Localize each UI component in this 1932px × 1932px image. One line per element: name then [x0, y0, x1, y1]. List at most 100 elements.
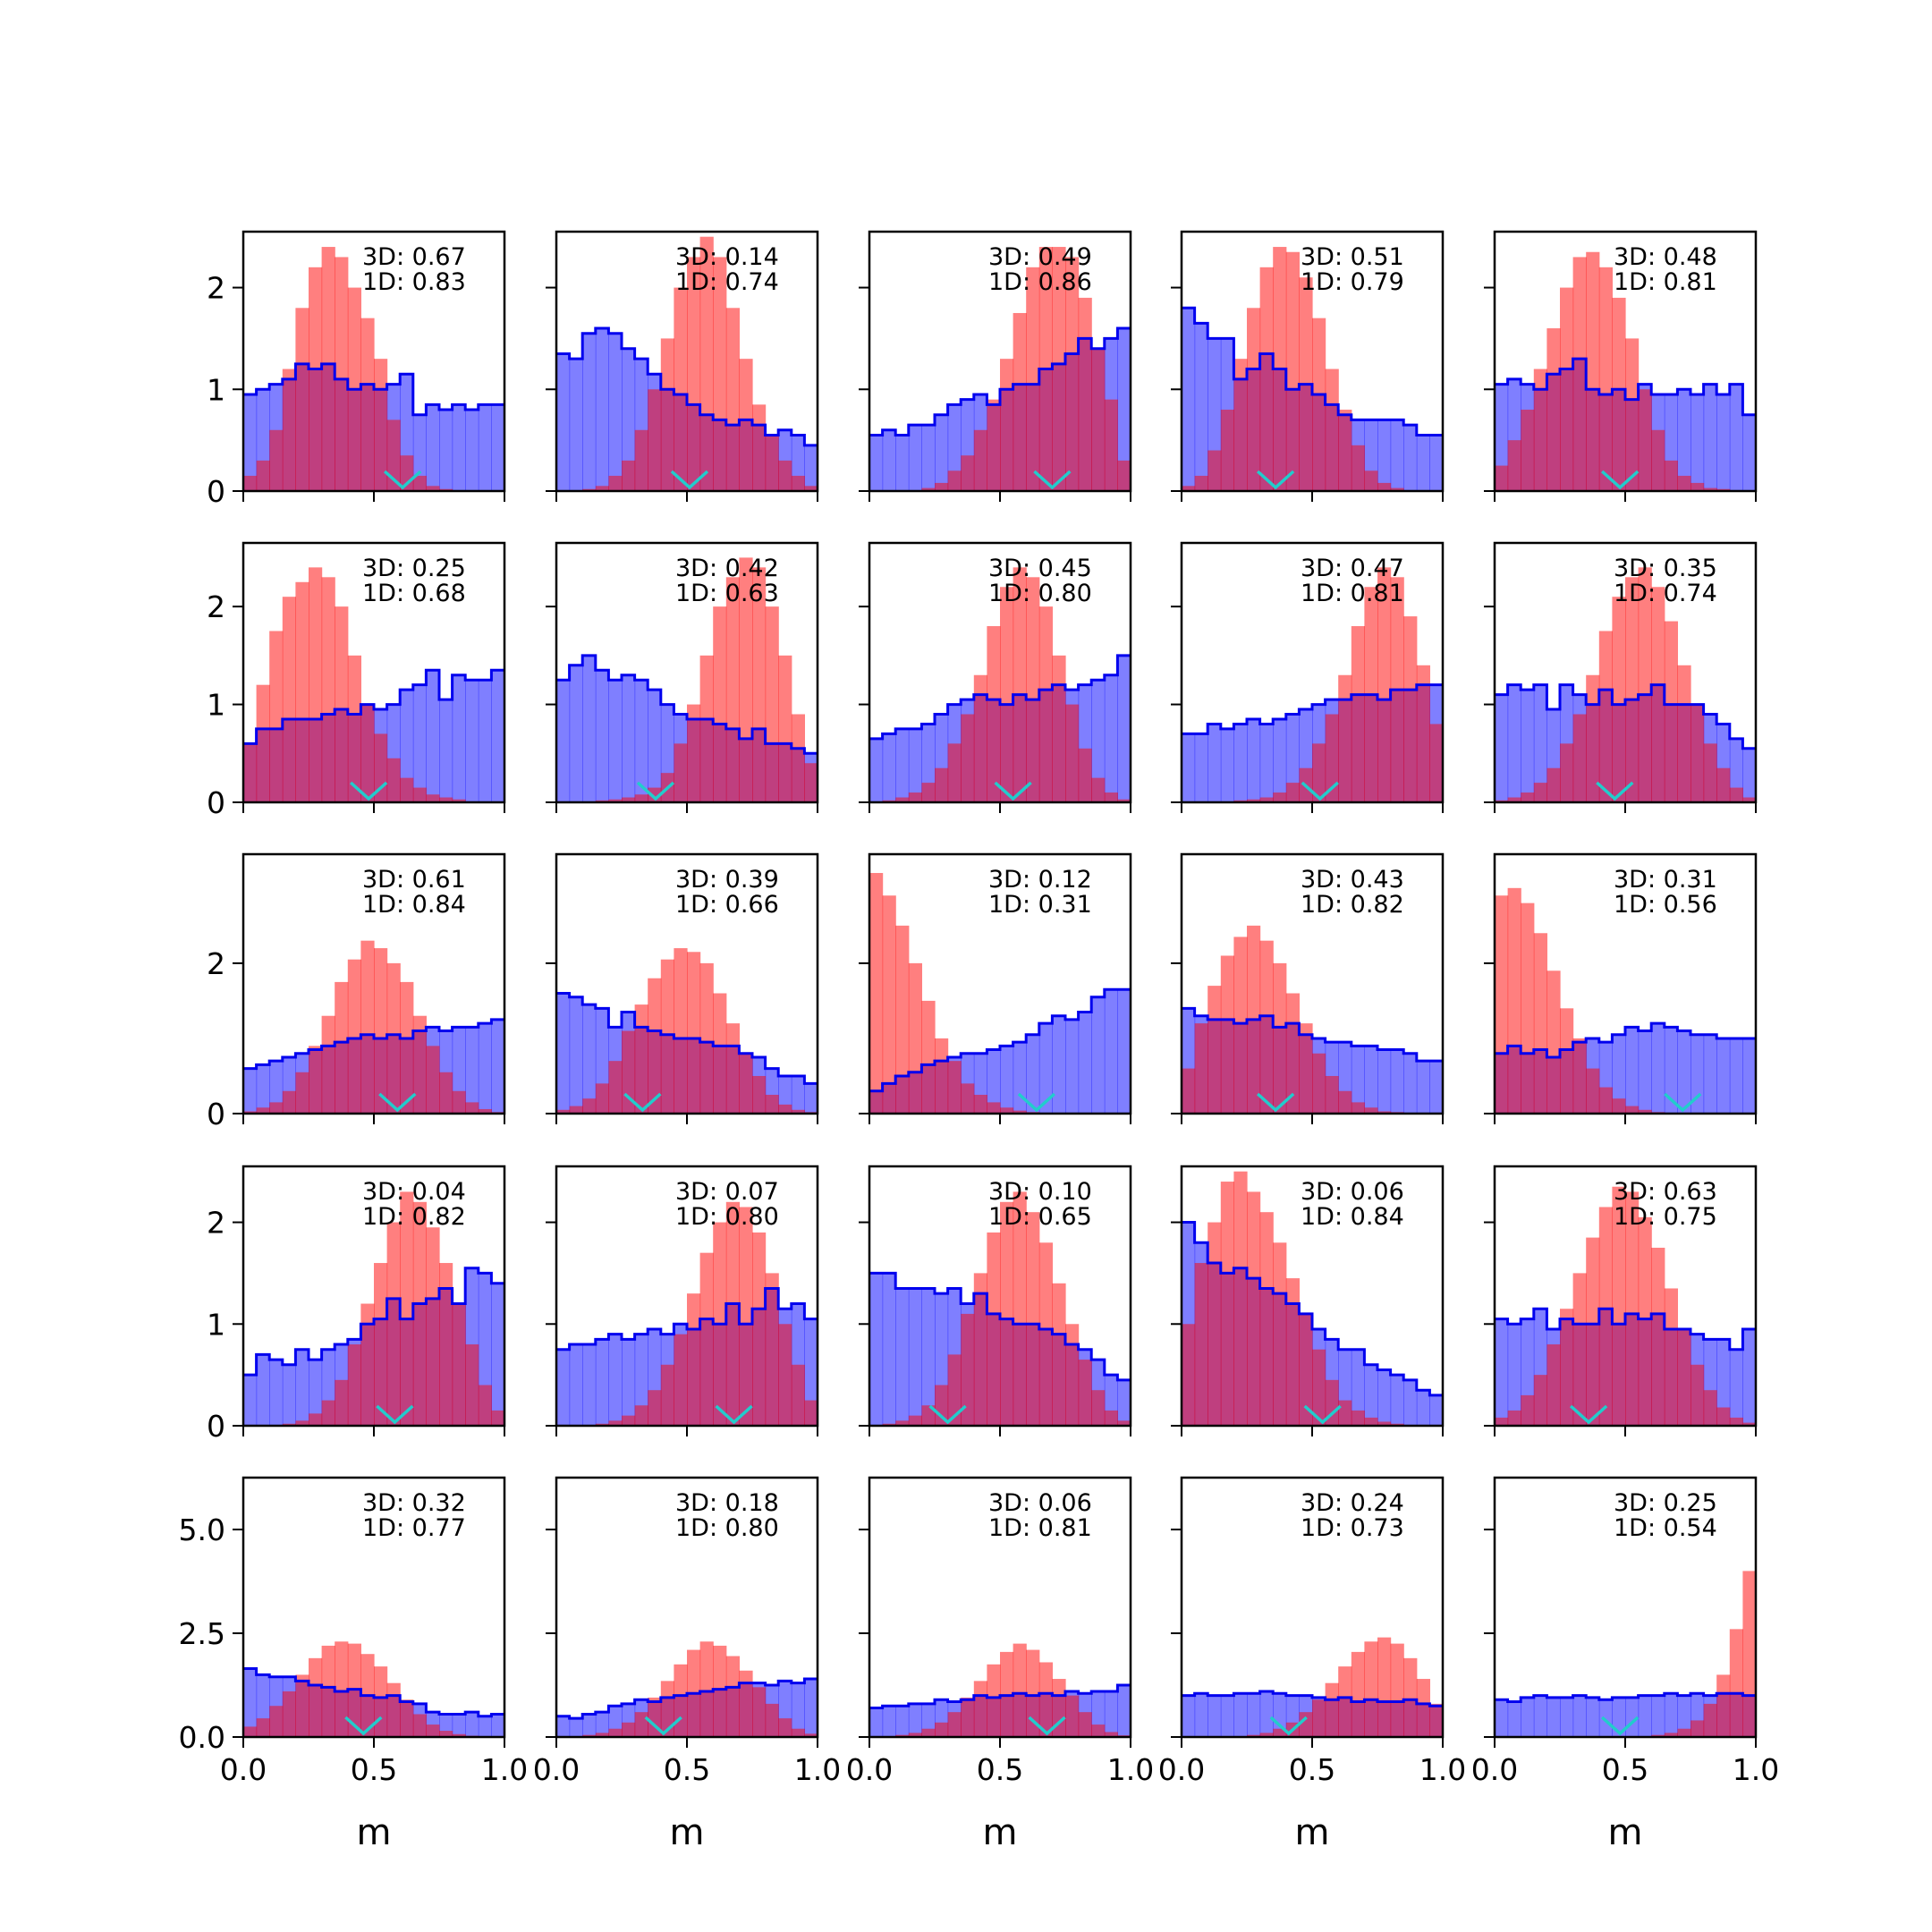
red-hist-bar [687, 704, 701, 802]
red-hist-bar [752, 1075, 767, 1114]
red-hist-bar [1716, 767, 1731, 802]
blue-hist-bar [1625, 1027, 1640, 1114]
blue-hist-bar [1638, 1695, 1652, 1737]
red-hist-bar [987, 1232, 1001, 1426]
red-hist-bar [1273, 792, 1287, 802]
red-hist-bar [1013, 567, 1027, 802]
blue-step-line [556, 1677, 818, 1720]
red-hist-bar [1664, 1733, 1678, 1737]
blue-hist-bar [1182, 308, 1196, 491]
red-hist-bar [1351, 1651, 1365, 1737]
red-hist-bar [804, 486, 818, 491]
blue-hist-bar [908, 425, 922, 491]
blue-hist-bar [1677, 389, 1691, 491]
x-tick-label: 1.0 [1419, 1752, 1466, 1787]
y-tick-label: 2 [207, 946, 225, 981]
y-tick-label: 1 [207, 688, 225, 723]
red-hist-bar [1078, 1712, 1092, 1737]
red-hist-bar [360, 318, 375, 491]
red-hist-bar [921, 1405, 936, 1426]
red-hist-bar [1638, 1216, 1652, 1426]
blue-hist-bar [1091, 680, 1106, 802]
red-hist-bar [1052, 247, 1066, 491]
red-hist-bar [1285, 251, 1300, 491]
red-hist-bar [1664, 621, 1678, 802]
blue-hist-bar [1065, 1019, 1080, 1114]
red-hist-bar [1546, 767, 1561, 802]
red-hist-bar [426, 1724, 440, 1737]
blue-hist-bar [622, 1339, 636, 1426]
blue-hist-bar [882, 429, 896, 491]
median-marker [994, 781, 1032, 801]
subplot-plot-area [1182, 1171, 1443, 1426]
red-hist-bar [386, 1222, 401, 1426]
blue-step-line [556, 326, 818, 447]
red-hist-bar [1026, 267, 1040, 491]
red-hist-bar [400, 777, 414, 802]
blue-hist-bar [1703, 384, 1717, 491]
red-hist-bar [791, 1364, 805, 1426]
blue-hist-bar [269, 1360, 284, 1426]
red-hist-bar [1572, 1273, 1587, 1426]
blue-step-line [1182, 1690, 1443, 1707]
blue-hist-bar [556, 680, 571, 802]
blue-step-line [556, 654, 818, 755]
blue-hist-bar [1052, 1015, 1066, 1114]
red-hist-bar [1052, 655, 1066, 802]
blue-hist-bar [556, 353, 571, 491]
blue-hist-bar [452, 674, 466, 802]
red-hist-bar [1495, 1417, 1509, 1426]
red-hist-bar [1312, 318, 1326, 491]
blue-hist-bar [1416, 1061, 1430, 1114]
red-hist-bar [1703, 1390, 1717, 1426]
red-hist-bar [987, 626, 1001, 802]
red-hist-bar [687, 1293, 701, 1426]
blue-hist-bar [426, 404, 440, 491]
blue-step-line [869, 1683, 1131, 1710]
blue-step-line [869, 1271, 1131, 1382]
red-hist-bar [1664, 1288, 1678, 1426]
red-hist-bar [335, 257, 349, 491]
blue-hist-bar [1182, 1695, 1196, 1737]
red-hist-bar [386, 1682, 401, 1737]
annotation-3d: 3D: 0.04 [362, 1178, 466, 1206]
red-hist-bar [439, 797, 453, 802]
red-hist-bar [1560, 1309, 1574, 1426]
blue-step-line [1495, 683, 1756, 750]
red-hist-bar [1598, 267, 1613, 491]
red-hist-bar [1429, 724, 1443, 802]
red-hist-bar [1612, 1098, 1626, 1114]
red-hist-bar [374, 359, 388, 491]
blue-hist-bar [1013, 1042, 1027, 1114]
blue-hist-bar [1117, 1379, 1131, 1426]
red-hist-bar [491, 1410, 504, 1426]
blue-hist-bar [895, 1288, 910, 1426]
annotation-1d: 1D: 0.65 [988, 1203, 1092, 1231]
subplot-plot-area [1495, 887, 1756, 1114]
red-hist-bar [335, 981, 349, 1114]
red-hist-bar [452, 1303, 466, 1426]
y-tick-label: 5.0 [179, 1513, 225, 1547]
red-hist-bar [987, 1102, 1001, 1114]
annotation-3d: 3D: 0.63 [1614, 1178, 1717, 1206]
red-hist-bar [634, 1712, 648, 1737]
red-hist-bar [1677, 1328, 1691, 1426]
median-marker [1017, 1092, 1056, 1113]
red-hist-bar [1038, 606, 1053, 802]
median-marker [636, 781, 675, 801]
red-hist-bar [1507, 440, 1521, 491]
red-hist-bar [648, 1390, 662, 1426]
x-tick-label: 1.0 [1733, 1752, 1779, 1787]
blue-hist-bar [1716, 1339, 1731, 1426]
annotation-1d: 1D: 0.80 [675, 1514, 779, 1542]
red-hist-bar [1259, 1212, 1274, 1426]
blue-hist-bar [947, 404, 962, 491]
blue-hist-bar [1495, 694, 1509, 802]
red-hist-bar [961, 1313, 975, 1426]
